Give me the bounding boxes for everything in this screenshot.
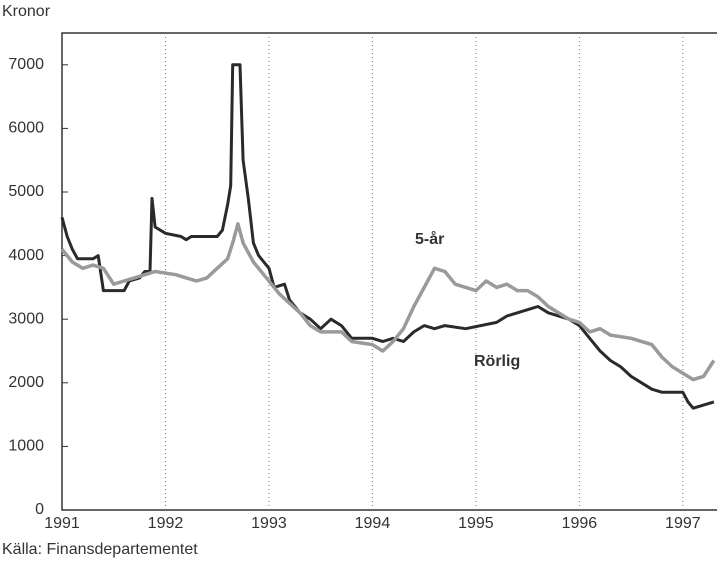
y-tick-label: 7000	[8, 56, 44, 73]
series-line	[60, 63, 715, 410]
y-tick-label: 3000	[8, 310, 44, 327]
y-tick-label: 1000	[8, 438, 44, 455]
y-tick-label: 2000	[8, 374, 44, 391]
y-axis-label: Kronor	[2, 3, 51, 20]
x-tick-label: 1992	[148, 515, 184, 532]
series-label: 5-år	[415, 230, 444, 248]
series-label: Rörlig	[474, 353, 520, 370]
source-note: Källa: Finansdepartementet	[2, 541, 198, 558]
x-tick-label: 1994	[355, 515, 391, 532]
x-tick-label: 1997	[665, 515, 701, 532]
y-tick-label: 0	[35, 501, 44, 518]
x-tick-label: 1993	[251, 515, 287, 532]
x-tick-label: 1995	[458, 515, 494, 532]
y-tick-label: 5000	[8, 183, 44, 200]
series-line	[60, 222, 716, 382]
y-tick-label: 4000	[8, 247, 44, 264]
x-tick-label: 1996	[562, 515, 598, 532]
plot-frame	[61, 32, 717, 511]
x-tick-label: 1991	[44, 515, 80, 532]
y-tick-label: 6000	[8, 120, 44, 137]
